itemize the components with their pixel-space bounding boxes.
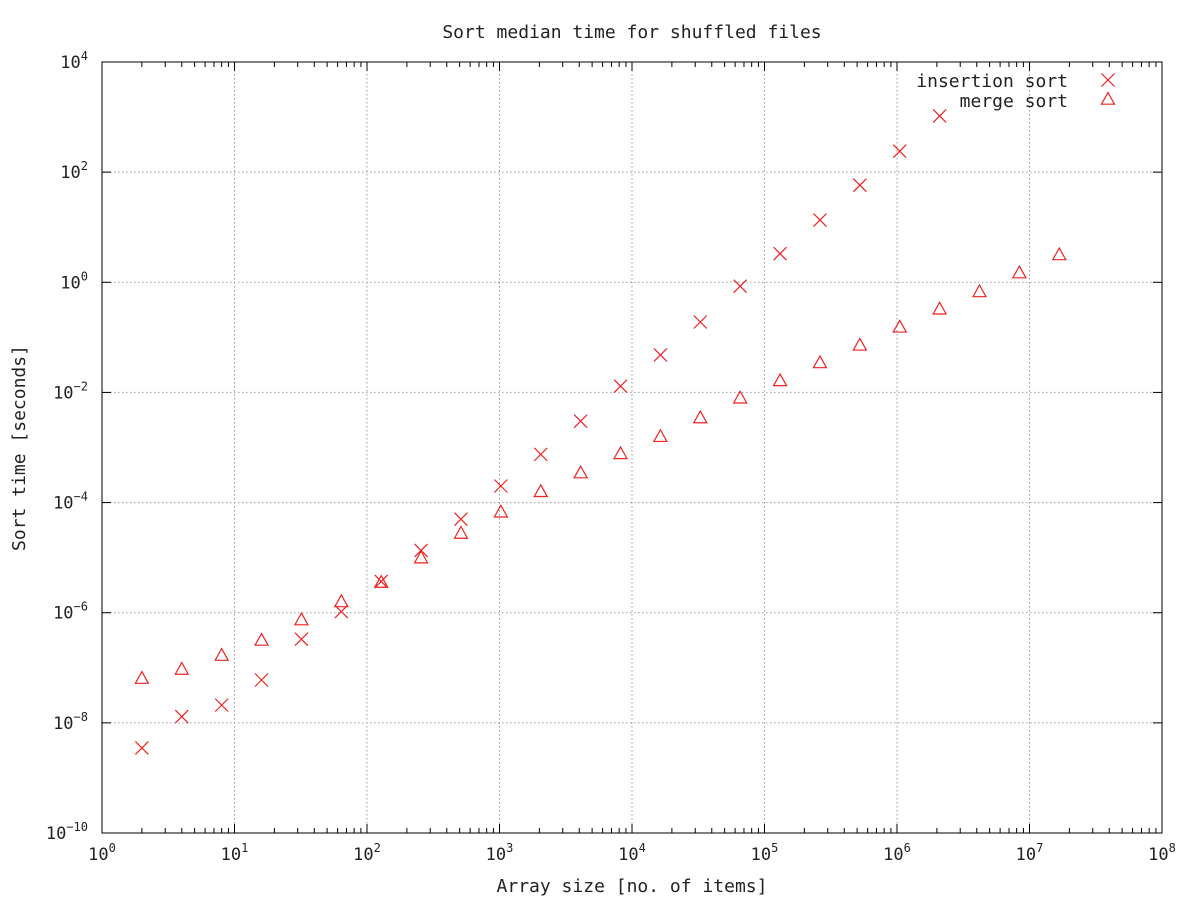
insertion-sort-point bbox=[214, 698, 229, 713]
merge-sort-point bbox=[732, 390, 748, 404]
insertion-sort-point bbox=[533, 447, 548, 462]
merge-sort-point bbox=[892, 319, 908, 333]
series-merge-sort bbox=[134, 246, 1067, 684]
y-tick-label: 10−8 bbox=[53, 710, 88, 734]
merge-sort-point bbox=[214, 647, 230, 661]
merge-sort-point bbox=[254, 632, 270, 646]
x-tick-label: 105 bbox=[751, 841, 779, 865]
x-tick-label: 102 bbox=[353, 841, 381, 865]
merge-sort-point bbox=[1051, 246, 1067, 261]
y-tick-label: 104 bbox=[60, 49, 88, 73]
merge-sort-point bbox=[652, 428, 668, 443]
merge-sort-point bbox=[932, 301, 948, 315]
data-points bbox=[134, 108, 1067, 755]
legend-label-merge-sort: merge sort bbox=[960, 91, 1068, 112]
y-tick-label: 102 bbox=[60, 159, 88, 183]
merge-sort-point bbox=[373, 574, 389, 588]
y-tick-label: 10−4 bbox=[53, 490, 88, 514]
y-tick-label: 10−2 bbox=[53, 379, 88, 403]
merge-sort-point bbox=[493, 504, 509, 518]
y-tick-label: 10−6 bbox=[53, 600, 88, 624]
merge-sort-point bbox=[613, 445, 629, 460]
x-tick-label: 107 bbox=[1016, 841, 1044, 865]
insertion-sort-point bbox=[254, 673, 269, 687]
merge-sort-point bbox=[333, 593, 349, 608]
insertion-sort-point bbox=[294, 632, 309, 647]
insertion-sort-point bbox=[454, 512, 468, 527]
merge-sort-point bbox=[692, 409, 708, 424]
insertion-sort-point bbox=[493, 479, 508, 493]
chart-title: Sort median time for shuffled files bbox=[442, 22, 821, 43]
x-tick-label: 104 bbox=[618, 841, 646, 865]
x-axis-tick-labels: 100 101 102 103 104 105 106 107 108 bbox=[88, 841, 1176, 865]
merge-sort-point bbox=[971, 283, 988, 298]
insertion-sort-point bbox=[813, 213, 827, 227]
y-axis-label: Sort time [seconds] bbox=[9, 345, 30, 551]
grid-lines bbox=[102, 62, 1162, 833]
merge-sort-point bbox=[573, 464, 589, 479]
x-tick-label: 103 bbox=[486, 841, 514, 865]
insertion-sort-point bbox=[174, 709, 189, 724]
insertion-sort-point bbox=[693, 315, 708, 329]
y-tick-label: 100 bbox=[60, 269, 88, 293]
merge-sort-point bbox=[134, 670, 150, 684]
insertion-sort-point bbox=[852, 178, 867, 193]
x-tick-label: 108 bbox=[1148, 841, 1176, 865]
merge-sort-point bbox=[293, 611, 309, 626]
merge-sort-point bbox=[772, 372, 788, 387]
legend: insertion sort merge sort bbox=[916, 71, 1116, 112]
insertion-sort-point bbox=[573, 414, 588, 429]
y-tick-label: 10−10 bbox=[46, 820, 88, 844]
merge-sort-point bbox=[533, 483, 549, 498]
y-axis-tick-labels: 10−10 10−8 10−6 10−4 10−2 100 102 104 bbox=[46, 49, 88, 844]
merge-sort-point bbox=[1011, 264, 1027, 279]
insertion-sort-point bbox=[773, 246, 787, 261]
series-insertion-sort bbox=[134, 108, 947, 755]
axis-ticks bbox=[101, 61, 1163, 834]
insertion-sort-point bbox=[892, 144, 907, 159]
x-tick-label: 100 bbox=[88, 841, 116, 865]
insertion-sort-point bbox=[932, 108, 947, 123]
legend-label-insertion-sort: insertion sort bbox=[916, 71, 1068, 92]
merge-sort-point bbox=[852, 337, 868, 351]
legend-marker-insertion-sort bbox=[1101, 73, 1115, 87]
insertion-sort-point bbox=[374, 574, 389, 589]
x-tick-label: 101 bbox=[221, 841, 249, 865]
insertion-sort-point bbox=[134, 741, 149, 755]
merge-sort-point bbox=[413, 549, 429, 564]
x-tick-label: 106 bbox=[883, 841, 911, 865]
insertion-sort-point bbox=[733, 279, 748, 294]
merge-sort-point bbox=[453, 525, 469, 539]
insertion-sort-point bbox=[613, 379, 628, 394]
merge-sort-point bbox=[812, 354, 828, 369]
insertion-sort-point bbox=[653, 347, 668, 362]
legend-marker-merge-sort bbox=[1100, 91, 1116, 105]
x-axis-label: Array size [no. of items] bbox=[497, 876, 768, 897]
merge-sort-point bbox=[174, 661, 190, 675]
